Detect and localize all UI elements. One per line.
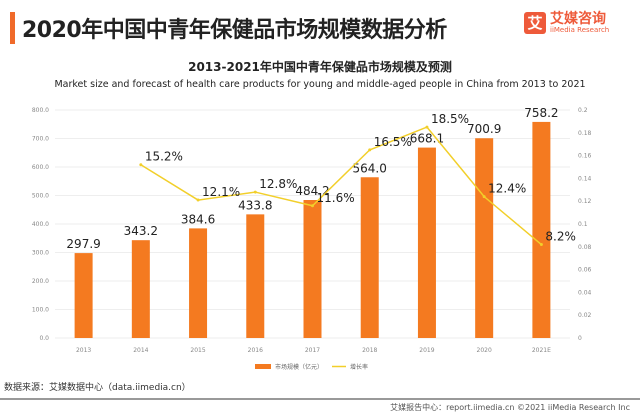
growth-point: [253, 190, 257, 194]
footer: 艾媒报告中心：report.iimedia.cn ©2021 iiMedia R…: [390, 403, 630, 412]
bar: [360, 177, 379, 338]
y-right-tick: 0.12: [578, 198, 592, 205]
growth-point: [482, 195, 486, 199]
title-accent-bar: [10, 12, 15, 44]
page-title: 2020年中国中青年保健品市场规模数据分析: [22, 18, 447, 43]
bar: [189, 228, 208, 338]
growth-point: [539, 243, 543, 247]
y-left-tick: 500.0: [32, 193, 49, 200]
growth-label: 11.6%: [317, 191, 355, 205]
bar-label: 668.1: [410, 132, 444, 146]
logo-icon: 艾: [524, 12, 546, 34]
bar: [74, 253, 93, 338]
x-tick: 2017: [305, 347, 320, 354]
y-left-tick: 300.0: [32, 250, 49, 257]
bar-label: 484.2: [295, 184, 329, 198]
growth-point: [311, 204, 314, 208]
y-right-tick: 0: [578, 335, 582, 342]
bar-label: 384.6: [181, 212, 215, 226]
y-right-tick: 0.02: [578, 312, 592, 319]
x-tick: 2020: [477, 347, 492, 354]
bar: [532, 121, 551, 339]
y-right-tick: 0.18: [578, 130, 592, 137]
bar: [475, 138, 494, 338]
growth-label: 12.4%: [488, 182, 526, 196]
y-right-tick: 0.1: [578, 221, 588, 228]
y-right-tick: 0.08: [578, 244, 592, 251]
y-left-tick: 800.0: [32, 107, 49, 114]
growth-label: 16.5%: [374, 135, 412, 149]
footer-divider: [0, 398, 640, 400]
x-tick: 2018: [362, 347, 377, 354]
bar-label: 433.8: [238, 198, 272, 212]
y-right-tick: 0.06: [578, 267, 592, 274]
data-source: 数据来源：艾媒数据中心（data.iimedia.cn）: [4, 383, 191, 393]
chart-title: 2013-2021年中国中青年保健品市场规模及预测: [188, 60, 452, 74]
y-right-tick: 0.04: [578, 289, 592, 296]
y-left-tick: 600.0: [32, 164, 49, 171]
growth-point: [196, 198, 200, 202]
y-right-tick: 0.16: [578, 153, 592, 160]
growth-label: 15.2%: [145, 150, 183, 164]
bar-label: 758.2: [524, 106, 558, 120]
bar-label: 564.0: [353, 161, 387, 175]
growth-label: 8.2%: [545, 230, 576, 244]
x-tick: 2016: [248, 347, 263, 354]
y-right-tick: 0.2: [578, 107, 588, 114]
legend-bar-label: 市场规模（亿元）: [275, 363, 323, 371]
chart: 0.0 100.0 200.0 300.0 400.0 500.0 600.0 700.0 80…: [32, 106, 592, 371]
x-tick: 2015: [190, 347, 205, 354]
y-left-tick: 100.0: [32, 307, 49, 314]
x-tick: 2013: [76, 347, 91, 354]
x-tick: 2019: [419, 347, 434, 354]
y-left-tick: 200.0: [32, 278, 49, 285]
y-right-tick: 0.14: [578, 175, 592, 182]
growth-label: 18.5%: [431, 112, 469, 126]
growth-point: [139, 163, 143, 167]
bar: [131, 240, 150, 338]
legend-line-label: 增长率: [350, 363, 368, 371]
y-left-tick: 400.0: [32, 221, 49, 228]
x-tick: 2014: [133, 347, 148, 354]
growth-label: 12.8%: [259, 177, 297, 191]
bar-label: 343.2: [124, 224, 158, 238]
y-left-tick: 700.0: [32, 136, 49, 143]
growth-point: [368, 148, 372, 152]
x-tick: 2021E: [532, 347, 551, 354]
logo-cn: 艾媒咨询: [550, 11, 606, 27]
growth-point: [425, 125, 429, 129]
bar-label: 700.9: [467, 122, 501, 136]
bar-label: 297.9: [66, 237, 100, 251]
logo: 艾 艾媒咨询 iiMedia Research: [524, 12, 609, 34]
bar: [303, 200, 322, 338]
bar: [417, 147, 436, 338]
logo-en: iiMedia Research: [550, 26, 610, 34]
chart-subtitle: Market size and forecast of health care …: [54, 79, 586, 90]
bar: [246, 214, 265, 338]
growth-line: [140, 126, 542, 246]
legend-bar-swatch: [255, 364, 271, 369]
y-left-tick: 0.0: [39, 335, 49, 342]
growth-label: 12.1%: [202, 185, 240, 199]
